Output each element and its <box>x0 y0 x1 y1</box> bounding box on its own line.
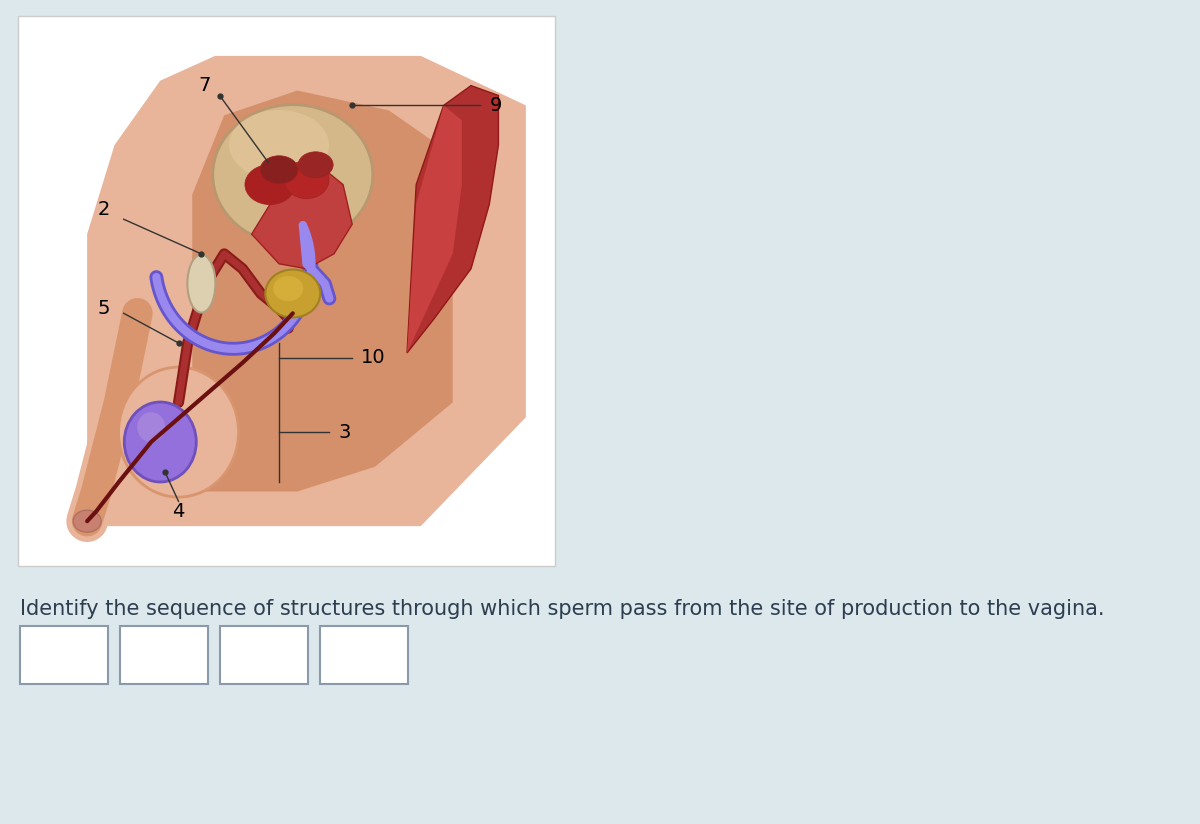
Ellipse shape <box>284 161 329 199</box>
Ellipse shape <box>274 276 304 301</box>
Ellipse shape <box>119 368 239 497</box>
Polygon shape <box>407 105 462 353</box>
Text: 4: 4 <box>173 502 185 521</box>
Text: 2: 2 <box>97 200 110 219</box>
Text: 10: 10 <box>361 349 386 368</box>
Polygon shape <box>252 170 353 269</box>
Polygon shape <box>192 91 452 491</box>
Ellipse shape <box>137 412 166 442</box>
Text: 7: 7 <box>198 76 210 95</box>
Ellipse shape <box>125 402 197 482</box>
Ellipse shape <box>298 152 334 178</box>
Text: Identify the sequence of structures through which sperm pass from the site of pr: Identify the sequence of structures thro… <box>20 599 1104 619</box>
Bar <box>320 626 408 684</box>
Ellipse shape <box>212 105 373 245</box>
Bar <box>20 626 108 684</box>
Bar <box>120 626 208 684</box>
Ellipse shape <box>265 269 320 317</box>
Bar <box>220 626 308 684</box>
Ellipse shape <box>260 156 298 184</box>
Text: 3: 3 <box>338 423 350 442</box>
Ellipse shape <box>187 255 215 312</box>
Text: 5: 5 <box>97 299 110 318</box>
Polygon shape <box>88 56 526 527</box>
Bar <box>18 16 554 566</box>
Polygon shape <box>407 86 498 353</box>
Ellipse shape <box>245 165 295 204</box>
Text: 9: 9 <box>490 96 502 115</box>
Ellipse shape <box>73 510 101 532</box>
Ellipse shape <box>229 110 329 180</box>
